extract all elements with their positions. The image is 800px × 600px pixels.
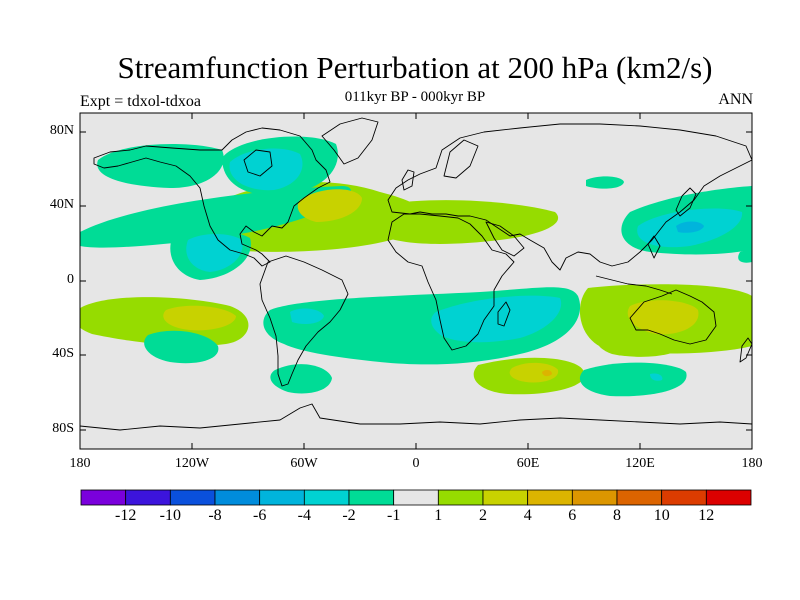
colorbar-label: 4 (523, 507, 532, 524)
map-subtitle: 011kyr BP - 000kyr BP (344, 89, 486, 105)
colorbar-label: -4 (297, 507, 311, 524)
lon-tick-label: 180 (741, 456, 763, 471)
coastline-hudson (243, 149, 273, 177)
colorbar (80, 489, 752, 506)
lon-tick-label: 180 (69, 456, 91, 471)
coastline-antarctica (80, 403, 752, 431)
colorbar-label: -10 (159, 507, 181, 524)
coastline-uk (401, 169, 415, 191)
season-label: ANN (718, 91, 753, 108)
coastline-philippines (647, 235, 661, 259)
lat-tick-label: 0 (67, 272, 74, 287)
coastline-north-america (93, 127, 331, 267)
coastline-south-america (259, 255, 349, 387)
colorbar-swatch (437, 489, 484, 506)
lon-tick-label: 60W (290, 456, 318, 471)
axis-ticks (80, 113, 752, 449)
coastline-arabia (485, 221, 525, 257)
colorbar-swatch (571, 489, 618, 506)
coastline-indonesia (595, 275, 673, 295)
lat-tick-label: 40N (49, 197, 74, 212)
experiment-label: Expt = tdxol-tdxoa (80, 93, 202, 110)
coastline-madagascar (497, 301, 511, 327)
coastline-japan (675, 187, 697, 217)
lon-tick-label: 0 (412, 456, 420, 471)
lon-tick-label: 120W (174, 456, 210, 471)
colorbar-label: 8 (613, 507, 621, 524)
lat-tick-label: 80N (49, 123, 74, 138)
map-title: Streamfunction Perturbation at 200 hPa (… (117, 50, 713, 85)
colorbar-swatch (303, 489, 350, 506)
colorbar-swatch (482, 489, 529, 506)
colorbar-swatch (705, 489, 752, 506)
colorbar-swatch (348, 489, 395, 506)
colorbar-label: -1 (387, 507, 401, 524)
colorbar-swatch (661, 489, 707, 506)
colorbar-label: 10 (653, 507, 670, 524)
colorbar-swatch (393, 489, 439, 506)
contour-level-neg2-neg4 (186, 148, 743, 381)
colorbar-swatch (616, 489, 663, 506)
coastline-scandinavia (443, 139, 479, 179)
colorbar-label: -12 (115, 507, 137, 524)
colorbar-label: -2 (342, 507, 356, 524)
colorbar-label: 1 (434, 507, 443, 524)
colorbar-label: 12 (698, 507, 715, 524)
coastline-australia (629, 289, 717, 345)
coastline-greenland (321, 117, 379, 165)
lat-tick-label: 40S (52, 346, 74, 361)
lat-tick-label: 80S (52, 421, 74, 436)
contour-level-neg4-neg6 (676, 221, 704, 233)
colorbar-swatch (125, 489, 171, 506)
contour-level-4-6 (542, 369, 552, 377)
colorbar-swatch (80, 489, 127, 506)
colorbar-label: 6 (568, 507, 577, 524)
lon-tick-label: 120E (625, 456, 655, 471)
colorbar-swatch (527, 489, 573, 506)
colorbar-swatch (169, 489, 216, 506)
colorbar-label: -8 (208, 507, 222, 524)
lon-tick-label: 60E (516, 456, 540, 471)
coastlines (80, 117, 752, 431)
colorbar-label: -6 (253, 507, 267, 524)
coastline-africa (387, 213, 515, 351)
colorbar-swatch (214, 489, 261, 506)
map-area (80, 113, 752, 449)
colorbar-label: 2 (479, 507, 487, 524)
colorbar-swatch (259, 489, 305, 506)
coastline-new-zealand (739, 337, 752, 363)
contour-level-2-4 (163, 189, 699, 383)
